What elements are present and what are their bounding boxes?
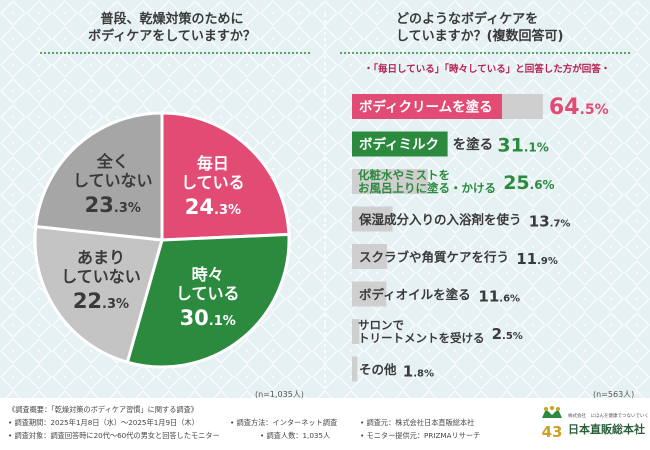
pie-slice-label: 毎日	[197, 154, 229, 173]
svg-text:43: 43	[542, 423, 563, 441]
pie-slice-label: 全く	[96, 152, 129, 171]
right-title-line1: どのようなボディケアを	[396, 12, 539, 27]
bar-label-highlight	[352, 94, 502, 119]
pie-slice	[33, 224, 164, 365]
bar-value-label: 2.5%	[492, 325, 523, 343]
bar-label: その他	[359, 362, 397, 377]
pie-slice-label: 時々	[192, 265, 224, 284]
bar-label: ボディクリームを塗る	[359, 99, 493, 116]
bar	[352, 169, 428, 194]
right-title: どのようなボディケアを していますか？(複数回答可)	[396, 11, 636, 45]
company-logo: 43 株式会社 にほんを健康でつないでいく 日本直販総本社	[538, 404, 649, 446]
pie-slice-value: 24.3%	[185, 195, 241, 219]
bar-value-label: 13.7%	[529, 213, 571, 231]
left-title: 普段、乾燥対策のために ボディケアをしていますか？	[52, 11, 292, 45]
footer-target: • 調査対象：調査回答時に20代〜60代の男女と回答したモニター	[8, 431, 220, 440]
bar-value-label: 64.5%	[549, 95, 609, 120]
left-title-line1: 普段、乾燥対策のために	[100, 12, 244, 27]
pie-chart: 毎日している24.3%時々している30.1%あまりしていない22.3%全くしてい…	[33, 111, 291, 369]
footer-period: • 調査期間：2025年1月8日（水）〜2025年1月9日（木）	[8, 418, 199, 427]
bar	[352, 281, 387, 307]
right-title-underline	[340, 52, 630, 54]
pie-slice-label: あまり	[77, 248, 125, 267]
pie-slice	[160, 111, 291, 242]
pie-slice-label: している	[176, 284, 240, 303]
bar-value-label: 11.6%	[478, 288, 520, 306]
bar	[352, 356, 358, 382]
bar-label: を塗る	[453, 136, 494, 153]
footer-count: • 調査人数：1,035人	[260, 431, 331, 440]
pie-slice-value: 23.3%	[85, 193, 141, 217]
footer-source: • 調査元：株式会社日本直販総本社	[360, 418, 475, 427]
bar-value-label: 1.8%	[403, 363, 434, 381]
pie-slice-label: していない	[61, 267, 141, 286]
bar-label: 保湿成分入りの入浴剤を使う	[358, 212, 522, 227]
bar-label: スクラブや角質ケアを行う	[359, 250, 509, 265]
left-n-label: (n=1,035人)	[255, 390, 304, 399]
logo-emblem-icon: 43	[542, 406, 563, 441]
left-title-line2: ボディケアをしていますか？	[88, 29, 256, 44]
bar-label: サロンで	[358, 318, 404, 332]
right-title-line2: していますか？(複数回答可)	[396, 29, 564, 44]
left-title-underline	[40, 52, 310, 54]
pie-slice	[34, 111, 164, 242]
bar-label: トリートメントを受ける	[358, 331, 485, 345]
right-subtitle: ・「毎日している」「時々している」と回答した方が回答・	[363, 64, 611, 75]
bar-value-label: 11.9%	[516, 250, 558, 268]
right-n-label: (n=563人)	[593, 390, 635, 399]
bar-label-highlight	[352, 131, 448, 157]
bar	[352, 244, 388, 269]
bar-chart: ボディクリームを塗る 64.5% ボディミルク を塗る 31.1% 化粧水やミストをお風呂…	[352, 94, 609, 382]
pie-slice	[125, 232, 291, 369]
pie-slice-value: 30.1%	[180, 306, 236, 330]
pie-slice-value: 22.3%	[73, 289, 129, 313]
footer-title: 《調査概要：「乾燥対策のボディケア習慣」に関する調査》	[8, 405, 198, 414]
logo-name: 日本直販総本社	[568, 423, 645, 436]
footer-monitor: • モニター提供元：PRIZMAリサーチ	[360, 431, 481, 440]
bar-value-label: 31.1%	[497, 135, 548, 157]
bar	[352, 206, 393, 232]
bar-label: ボディミルク	[359, 136, 439, 153]
bar-label: 化粧水やミストを	[358, 168, 450, 182]
logo-tagline: 株式会社 にほんを健康でつないでいく	[568, 414, 649, 419]
bar	[352, 319, 360, 344]
footer-method: • 調査方法：インターネット調査	[230, 418, 338, 427]
pie-slice-label: していない	[73, 171, 153, 190]
bar-value-label: 25.6%	[503, 172, 554, 194]
pie-slice-label: している	[181, 173, 245, 192]
bar-label: ボディオイルを塗る	[359, 287, 471, 302]
bar-label: お風呂上りに塗る・かける	[358, 181, 496, 195]
